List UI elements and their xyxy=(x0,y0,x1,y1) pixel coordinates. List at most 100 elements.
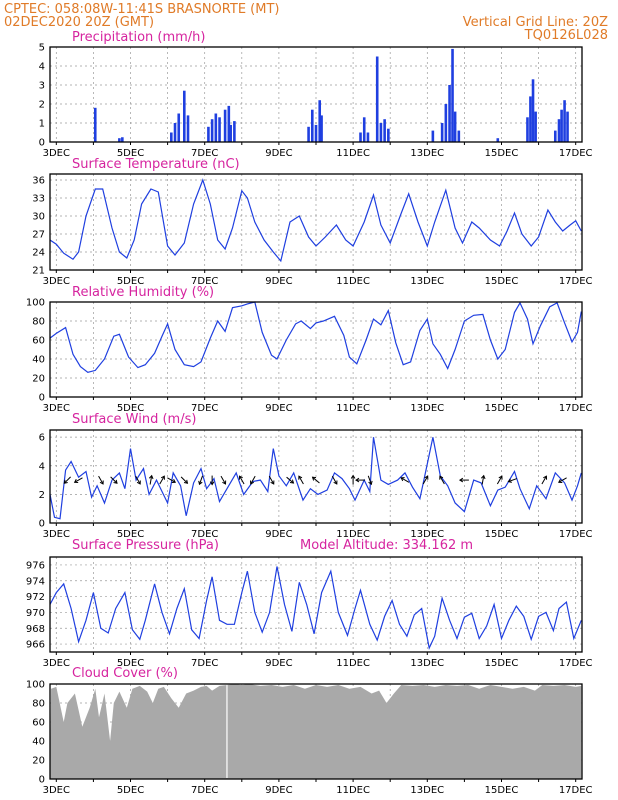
precip-ytick-label: 4 xyxy=(39,62,45,73)
rh-xtick-label: 7DEC xyxy=(191,403,218,414)
wind-vector xyxy=(148,474,154,485)
wind-vector xyxy=(507,478,518,483)
cloud-xtick-label: 5DEC xyxy=(117,785,144,796)
precip-xtick-label: 9DEC xyxy=(265,148,292,159)
cloud-ytick-label: 100 xyxy=(26,680,45,691)
precip-bar xyxy=(440,123,444,142)
rh-xtick-label: 5DEC xyxy=(117,403,144,414)
wind-vector xyxy=(135,475,141,485)
wind-xtick-label: 7DEC xyxy=(191,529,218,540)
precip-bar xyxy=(566,111,569,142)
cloud-xtick-label: 11DEC xyxy=(336,785,370,796)
rh-title: Relative Humidity (%) xyxy=(72,285,214,300)
pressure-panel: 966 968 970 972 974 976 3DEC 5DEC 7DEC 9DEC 11DEC 1… xyxy=(26,556,593,669)
precip-bar xyxy=(526,117,529,142)
temp-ytick-label: 30 xyxy=(32,212,45,223)
cloud-ytick-label: 80 xyxy=(32,699,45,710)
precip-bar xyxy=(93,107,97,142)
precip-bar xyxy=(531,79,535,142)
rh-ytick-label: 80 xyxy=(32,317,45,328)
pressure-xtick-label: 15DEC xyxy=(485,658,519,669)
cloud-panel: 0 20 40 60 80 100 3DEC 5DEC 7DEC 9DEC 11DEC 13DEC 15… xyxy=(26,680,593,797)
precip-bar xyxy=(444,104,448,142)
precip-bar xyxy=(451,48,454,142)
wind-xtick-label: 5DEC xyxy=(117,529,144,540)
precip-ytick-label: 1 xyxy=(39,119,45,130)
pressure-ytick-label: 966 xyxy=(26,640,45,651)
precip-bar xyxy=(210,119,214,142)
precip-xtick-label: 15DEC xyxy=(485,148,519,159)
wind-line xyxy=(49,437,582,520)
precip-bar xyxy=(375,56,379,142)
cloud-xtick-label: 3DEC xyxy=(43,785,70,796)
precip-bar xyxy=(214,113,218,142)
precip-panel: 0 1 2 3 4 5 3DEC 5DEC 7DEC 9DEC 11DEC 13DEC 15DEC 17D… xyxy=(39,43,593,160)
precip-bar xyxy=(218,117,221,142)
wind-vector xyxy=(198,475,204,486)
precip-bar xyxy=(553,130,557,142)
precip-bar xyxy=(379,123,383,142)
wind-vector xyxy=(159,475,165,485)
precip-bar xyxy=(387,128,390,142)
temp-xtick-label: 13DEC xyxy=(410,276,444,287)
precip-bar xyxy=(233,121,236,142)
wind-vector xyxy=(180,476,189,484)
temp-xtick-label: 11DEC xyxy=(336,276,370,287)
rh-panel: 0 20 40 60 80 100 3DEC 5DEC 7DEC 9DEC 11DEC 13DEC 15… xyxy=(26,298,593,415)
rh-xtick-label: 17DEC xyxy=(559,403,593,414)
wind-vector xyxy=(110,476,118,484)
pressure-xtick-label: 13DEC xyxy=(410,658,444,669)
temp-ytick-label: 33 xyxy=(32,194,45,205)
precip-bar xyxy=(457,130,461,142)
header-station: CPTEC: 058:08W-11:41S BRASNORTE (MT) xyxy=(4,2,279,17)
precip-bar xyxy=(310,109,314,142)
wind-ytick-label: 2 xyxy=(39,490,45,501)
rh-line xyxy=(49,301,582,373)
precip-bar xyxy=(563,100,566,142)
wind-vector xyxy=(422,475,429,485)
cloud-ytick-label: 60 xyxy=(32,718,45,729)
precip-bar xyxy=(557,119,561,142)
temp-ytick-label: 21 xyxy=(32,266,45,277)
precip-bar xyxy=(362,117,366,142)
temp-ytick-label: 24 xyxy=(32,248,45,259)
precip-bar xyxy=(529,96,532,142)
precip-bar xyxy=(229,124,232,142)
precip-xtick-label: 11DEC xyxy=(336,148,370,159)
rh-ytick-label: 0 xyxy=(39,393,45,404)
pressure-xtick-label: 17DEC xyxy=(559,658,593,669)
pressure-title: Surface Pressure (hPa) xyxy=(72,538,219,553)
wind-vector xyxy=(331,475,338,485)
temp-xtick-label: 3DEC xyxy=(43,276,70,287)
temp-xtick-label: 17DEC xyxy=(559,276,593,287)
pressure-line xyxy=(49,566,582,650)
model-altitude: Model Altitude: 334.162 m xyxy=(300,538,473,553)
precip-bar xyxy=(496,138,500,142)
precip-bar xyxy=(560,109,563,142)
cloud-xtick-label: 15DEC xyxy=(485,785,519,796)
pressure-ytick-label: 968 xyxy=(26,624,45,635)
precip-bar xyxy=(170,132,173,142)
precip-xtick-label: 17DEC xyxy=(559,148,593,159)
wind-title: Surface Wind (m/s) xyxy=(72,412,196,427)
wind-vector xyxy=(541,475,548,485)
cloud-xtick-label: 17DEC xyxy=(559,785,593,796)
temp-panel: 21 24 27 30 33 36 3DEC 5DEC 7DEC 9DEC 11DEC 13DEC 15… xyxy=(32,173,593,287)
precip-bar xyxy=(366,132,370,142)
precip-bar xyxy=(177,113,181,142)
precip-bar xyxy=(318,100,322,142)
wind-xtick-label: 13DEC xyxy=(410,529,444,540)
wind-vector xyxy=(220,475,227,485)
rh-ytick-label: 40 xyxy=(32,355,45,366)
wind-vector xyxy=(458,477,469,483)
rh-ytick-label: 20 xyxy=(32,374,45,385)
cloud-xtick-label: 7DEC xyxy=(191,785,218,796)
temp-line xyxy=(49,178,582,263)
wind-ytick-label: 0 xyxy=(39,519,45,530)
temp-xtick-label: 7DEC xyxy=(191,276,218,287)
temp-xtick-label: 9DEC xyxy=(265,276,292,287)
precip-bar xyxy=(186,115,190,142)
wind-vector xyxy=(238,475,245,485)
cloud-ytick-label: 40 xyxy=(32,737,45,748)
